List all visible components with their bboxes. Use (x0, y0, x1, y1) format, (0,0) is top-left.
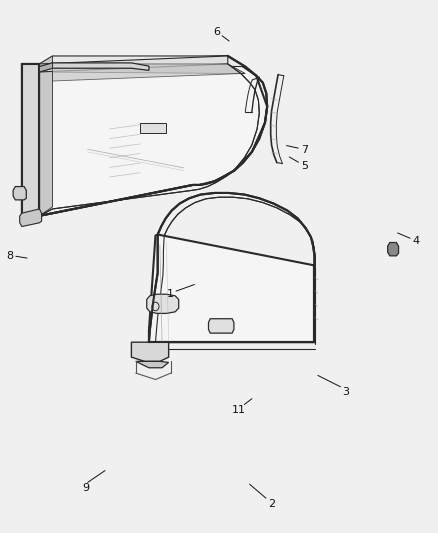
Polygon shape (149, 235, 314, 342)
Text: 7: 7 (301, 146, 308, 155)
Polygon shape (22, 56, 267, 224)
Polygon shape (39, 63, 53, 72)
Polygon shape (39, 56, 53, 216)
Polygon shape (13, 187, 26, 200)
Polygon shape (39, 64, 245, 74)
Text: 3: 3 (343, 387, 350, 397)
Polygon shape (39, 63, 149, 72)
Text: 6: 6 (213, 27, 220, 37)
Polygon shape (22, 64, 39, 224)
Polygon shape (131, 342, 169, 361)
Polygon shape (140, 123, 166, 133)
Polygon shape (39, 56, 245, 67)
Text: 11: 11 (232, 406, 246, 415)
Polygon shape (147, 294, 179, 313)
Text: 4: 4 (413, 236, 420, 246)
Text: 2: 2 (268, 499, 275, 508)
Polygon shape (136, 361, 169, 368)
Polygon shape (388, 243, 399, 256)
Polygon shape (20, 209, 42, 227)
Text: 9: 9 (82, 483, 89, 492)
Text: 5: 5 (301, 161, 308, 171)
Polygon shape (39, 56, 228, 72)
Polygon shape (53, 64, 241, 81)
Polygon shape (208, 319, 234, 333)
Text: 8: 8 (6, 251, 13, 261)
Text: 1: 1 (166, 289, 173, 299)
Polygon shape (22, 64, 39, 224)
